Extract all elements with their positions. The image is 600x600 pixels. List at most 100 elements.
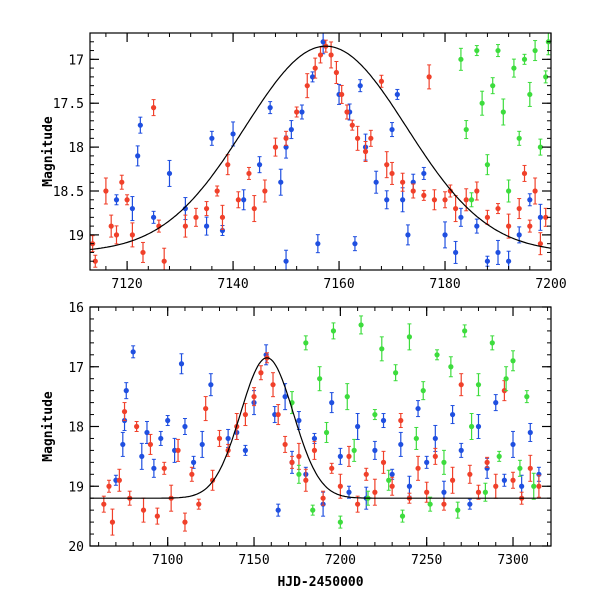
- data-point: [209, 130, 215, 146]
- series-blue: [113, 33, 544, 270]
- data-point: [527, 454, 533, 482]
- x-tick-label: 7300: [497, 553, 528, 568]
- data-point: [484, 154, 491, 176]
- x-tick-label: 7160: [323, 277, 354, 292]
- data-point: [442, 191, 448, 209]
- x-axis-label: HJD-2450000: [277, 575, 363, 590]
- data-point: [272, 137, 279, 157]
- data-point: [424, 481, 430, 503]
- data-point: [242, 444, 248, 456]
- data-point: [190, 455, 197, 469]
- data-point: [384, 151, 390, 179]
- data-point: [344, 383, 350, 411]
- data-point: [344, 104, 350, 120]
- data-point: [304, 73, 310, 99]
- data-point: [144, 420, 150, 444]
- data-point: [484, 209, 491, 225]
- x-tick-label: 7150: [238, 553, 269, 568]
- data-point: [135, 145, 141, 167]
- data-point: [415, 455, 421, 481]
- data-point: [468, 192, 475, 208]
- data-point: [355, 495, 361, 513]
- y-tick-label: 18: [68, 141, 84, 156]
- data-point: [282, 435, 288, 453]
- data-point: [379, 336, 385, 362]
- data-point: [405, 224, 411, 246]
- data-point: [449, 405, 456, 425]
- data-point: [468, 413, 475, 440]
- data-point: [182, 418, 188, 435]
- plot-area: [90, 33, 551, 270]
- data-point: [516, 130, 522, 146]
- data-point: [329, 392, 335, 414]
- data-point: [413, 426, 419, 450]
- data-point: [527, 219, 533, 233]
- data-point: [495, 44, 501, 58]
- data-point: [214, 185, 220, 197]
- y-tick-label: 19: [68, 229, 84, 244]
- data-point: [139, 442, 145, 470]
- data-point: [209, 469, 216, 491]
- data-point: [333, 61, 339, 84]
- data-point: [441, 497, 447, 511]
- data-point: [175, 438, 181, 462]
- data-point: [196, 498, 202, 510]
- model-curve: [90, 45, 551, 251]
- data-point: [493, 394, 499, 412]
- data-point: [120, 431, 126, 457]
- y-tick-label: 16: [68, 301, 84, 316]
- data-point: [527, 81, 533, 107]
- data-point: [427, 496, 433, 512]
- data-point: [420, 381, 426, 401]
- data-point: [495, 239, 501, 265]
- data-point: [510, 471, 516, 489]
- data-point: [235, 191, 241, 209]
- data-point: [193, 207, 199, 227]
- data-point: [199, 430, 205, 458]
- data-point: [203, 216, 210, 236]
- data-point: [462, 324, 468, 338]
- x-tick-label: 7200: [325, 553, 356, 568]
- data-point: [158, 430, 164, 446]
- data-point: [161, 461, 167, 475]
- data-point: [349, 119, 355, 131]
- data-point: [434, 349, 440, 361]
- data-point: [431, 189, 438, 211]
- y-axis-label: Magnitude: [41, 116, 56, 187]
- data-point: [278, 168, 284, 196]
- data-point: [113, 225, 120, 245]
- data-point: [352, 236, 358, 252]
- x-tick-label: 7100: [152, 553, 183, 568]
- data-point: [251, 387, 257, 407]
- data-point: [484, 456, 490, 468]
- data-point: [531, 472, 537, 500]
- data-point: [346, 485, 352, 499]
- data-point: [496, 450, 502, 462]
- data-point: [124, 194, 130, 206]
- y-tick-label: 17.5: [53, 97, 84, 112]
- data-point: [121, 402, 128, 422]
- y-tick-label: 18.5: [53, 185, 84, 200]
- data-point: [516, 198, 522, 220]
- data-point: [320, 490, 326, 506]
- series-green: [289, 315, 537, 529]
- data-point: [372, 478, 378, 506]
- data-point: [500, 98, 506, 126]
- data-point: [275, 404, 281, 426]
- data-point: [386, 469, 392, 491]
- data-point: [172, 437, 178, 463]
- data-point: [203, 396, 209, 422]
- data-point: [203, 201, 210, 217]
- data-point: [372, 409, 378, 421]
- x-tick-label: 7140: [217, 277, 248, 292]
- data-point: [311, 440, 318, 460]
- data-point: [455, 501, 461, 519]
- data-point: [406, 323, 413, 351]
- series-red: [101, 352, 542, 536]
- data-point: [330, 322, 337, 340]
- model-curve: [90, 357, 551, 499]
- data-point: [536, 474, 542, 498]
- data-point: [329, 462, 335, 474]
- data-point: [337, 447, 343, 465]
- data-point: [432, 424, 438, 452]
